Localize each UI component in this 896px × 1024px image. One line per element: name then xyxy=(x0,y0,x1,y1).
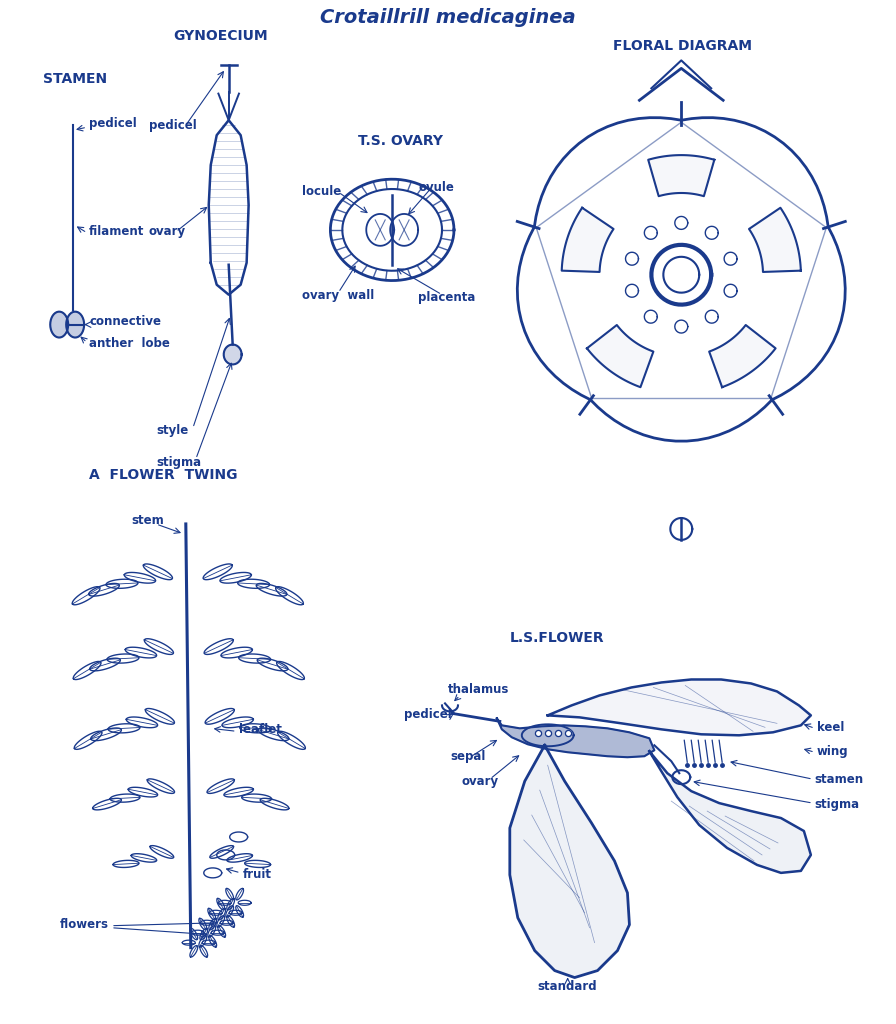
Text: sepal: sepal xyxy=(450,751,486,763)
Text: FLORAL DIAGRAM: FLORAL DIAGRAM xyxy=(614,40,753,53)
Text: ovary: ovary xyxy=(462,775,499,788)
Text: ovary: ovary xyxy=(149,225,186,238)
Text: locule: locule xyxy=(303,185,341,198)
Polygon shape xyxy=(50,311,68,338)
Text: standard: standard xyxy=(538,980,598,992)
Text: stamen: stamen xyxy=(814,773,864,786)
Text: T.S. OVARY: T.S. OVARY xyxy=(358,134,444,148)
Polygon shape xyxy=(650,752,811,872)
Text: connective: connective xyxy=(89,314,161,328)
Text: pedicel: pedicel xyxy=(404,709,452,721)
Text: A  FLOWER  TWING: A FLOWER TWING xyxy=(89,468,237,482)
Text: ovary  wall: ovary wall xyxy=(303,289,375,302)
Text: anther  lobe: anther lobe xyxy=(89,337,170,349)
Text: flowers: flowers xyxy=(60,918,109,931)
Text: GYNOECIUM: GYNOECIUM xyxy=(173,30,268,43)
Text: STAMEN: STAMEN xyxy=(43,73,108,86)
Polygon shape xyxy=(66,311,84,338)
Text: thalamus: thalamus xyxy=(448,683,509,696)
Polygon shape xyxy=(224,344,242,365)
Text: pedicel: pedicel xyxy=(89,117,137,130)
Text: wing: wing xyxy=(817,745,849,758)
Text: placenta: placenta xyxy=(418,291,476,304)
Polygon shape xyxy=(547,680,811,735)
Text: Crotaillrill medicaginea: Crotaillrill medicaginea xyxy=(320,8,576,27)
Text: stigma: stigma xyxy=(156,456,201,469)
Text: fruit: fruit xyxy=(243,868,271,881)
Text: filament: filament xyxy=(89,225,144,238)
Text: L.S.FLOWER: L.S.FLOWER xyxy=(510,631,605,644)
Text: leaflet: leaflet xyxy=(238,723,281,736)
Text: pedicel: pedicel xyxy=(149,119,197,132)
Text: style: style xyxy=(156,424,188,437)
Text: ovule: ovule xyxy=(418,181,454,194)
Polygon shape xyxy=(497,719,654,757)
Text: stem: stem xyxy=(131,514,164,527)
Text: stigma: stigma xyxy=(814,798,860,811)
Polygon shape xyxy=(510,745,629,978)
Text: keel: keel xyxy=(817,721,844,734)
